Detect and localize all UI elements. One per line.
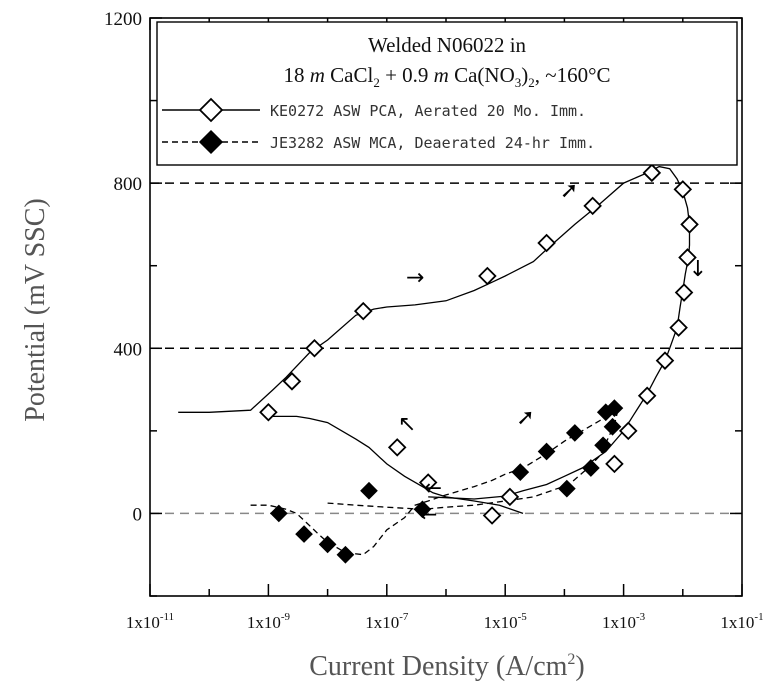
open-diamond-point bbox=[537, 233, 556, 253]
open-diamond-icon bbox=[198, 97, 224, 123]
series-1-forward-line bbox=[178, 165, 691, 500]
y-tick-label: 400 bbox=[114, 339, 143, 360]
open-diamond-point bbox=[619, 421, 638, 441]
filled-diamond-point bbox=[336, 545, 355, 564]
open-diamond-point bbox=[387, 438, 407, 457]
filled-diamond-icon bbox=[198, 129, 224, 155]
legend-title-line2: 18 m CaCl2 + 0.9 m Ca(NO3)2, ~160°C bbox=[283, 63, 610, 90]
y-tick-label: 800 bbox=[114, 174, 143, 195]
filled-diamond-point bbox=[594, 436, 612, 455]
series-1-reverse-line bbox=[268, 415, 524, 515]
filled-diamond-point bbox=[511, 463, 530, 481]
open-diamond-point bbox=[637, 386, 657, 406]
open-diamond-point bbox=[482, 506, 502, 525]
direction-arrow-annotation: ← bbox=[419, 503, 437, 528]
legend-entry-je3282: JE3282 ASW MCA, Deaerated 24-hr Imm. bbox=[162, 129, 595, 155]
open-diamond-point bbox=[418, 473, 438, 492]
open-diamond-point bbox=[642, 163, 662, 183]
legend-label-ke0272: KE0272 ASW PCA, Aerated 20 Mo. Imm. bbox=[270, 102, 586, 120]
x-tick-label: 1x10-1 bbox=[720, 611, 763, 632]
axis-ticks: 1x10-11 1x10-9 1x10-7 1x10-5 1x10-3 1x10-1 0 40… bbox=[104, 9, 764, 632]
y-tick-label: 0 bbox=[133, 504, 143, 525]
x-tick-label: 1x10-9 bbox=[247, 611, 291, 632]
filled-diamond-point bbox=[295, 525, 313, 543]
direction-arrow-annotation: → bbox=[406, 265, 424, 290]
open-diamond-point bbox=[478, 266, 497, 286]
y-tick-label: 1200 bbox=[104, 9, 142, 30]
filled-diamond-point bbox=[565, 424, 584, 442]
open-diamond-point bbox=[605, 454, 624, 474]
direction-arrow-annotation: ↓ bbox=[689, 257, 707, 282]
filled-diamond-point bbox=[603, 417, 622, 436]
x-tick-label: 1x10-5 bbox=[484, 611, 528, 632]
legend: Welded N06022 in 18 m CaCl2 + 0.9 m Ca(N… bbox=[156, 21, 738, 166]
direction-arrow-annotation: ← bbox=[424, 476, 442, 501]
open-diamond-point bbox=[680, 215, 699, 234]
open-diamond-point bbox=[669, 318, 688, 337]
open-diamond-point bbox=[583, 196, 602, 216]
series-2-reverse-line bbox=[327, 410, 619, 510]
open-diamond-point bbox=[674, 283, 694, 302]
open-diamond-point bbox=[282, 372, 302, 391]
filled-diamond-point bbox=[605, 399, 624, 417]
x-tick-label: 1x10-11 bbox=[126, 611, 174, 632]
filled-diamond-point bbox=[318, 535, 337, 554]
x-tick-label: 1x10-7 bbox=[365, 611, 409, 632]
direction-arrow-annotation: ➚ bbox=[560, 179, 578, 204]
marker-layer bbox=[259, 163, 699, 564]
x-axis-label: Current Density (A/cm2) bbox=[309, 651, 585, 682]
open-diamond-point bbox=[259, 403, 278, 422]
y-axis-label: Potential (mV SSC) bbox=[20, 198, 51, 422]
filled-diamond-point bbox=[558, 479, 576, 498]
x-tick-label: 1x10-3 bbox=[602, 611, 646, 632]
legend-box bbox=[156, 21, 738, 166]
legend-title-line1: Welded N06022 in bbox=[368, 33, 527, 57]
filled-diamond-point bbox=[413, 500, 432, 519]
legend-entry-ke0272: KE0272 ASW PCA, Aerated 20 Mo. Imm. bbox=[162, 97, 586, 123]
filled-diamond-point bbox=[269, 504, 288, 523]
open-diamond-point bbox=[655, 351, 675, 370]
open-diamond-point bbox=[678, 248, 697, 267]
open-diamond-point bbox=[353, 301, 373, 321]
open-diamond-point bbox=[673, 180, 693, 199]
filled-diamond-point bbox=[537, 442, 556, 461]
direction-arrow-annotation: ➚ bbox=[516, 406, 534, 431]
direction-arrow-annotation: ↖ bbox=[398, 412, 416, 437]
filled-diamond-point bbox=[582, 459, 600, 477]
annotation-layer: → ➚ ↓ ↖ ➚ ←← bbox=[398, 179, 707, 528]
open-diamond-point bbox=[305, 339, 324, 358]
filled-diamond-point bbox=[360, 481, 378, 500]
open-diamond-point bbox=[500, 487, 520, 507]
reference-lines bbox=[150, 182, 742, 515]
legend-label-je3282: JE3282 ASW MCA, Deaerated 24-hr Imm. bbox=[270, 134, 595, 152]
